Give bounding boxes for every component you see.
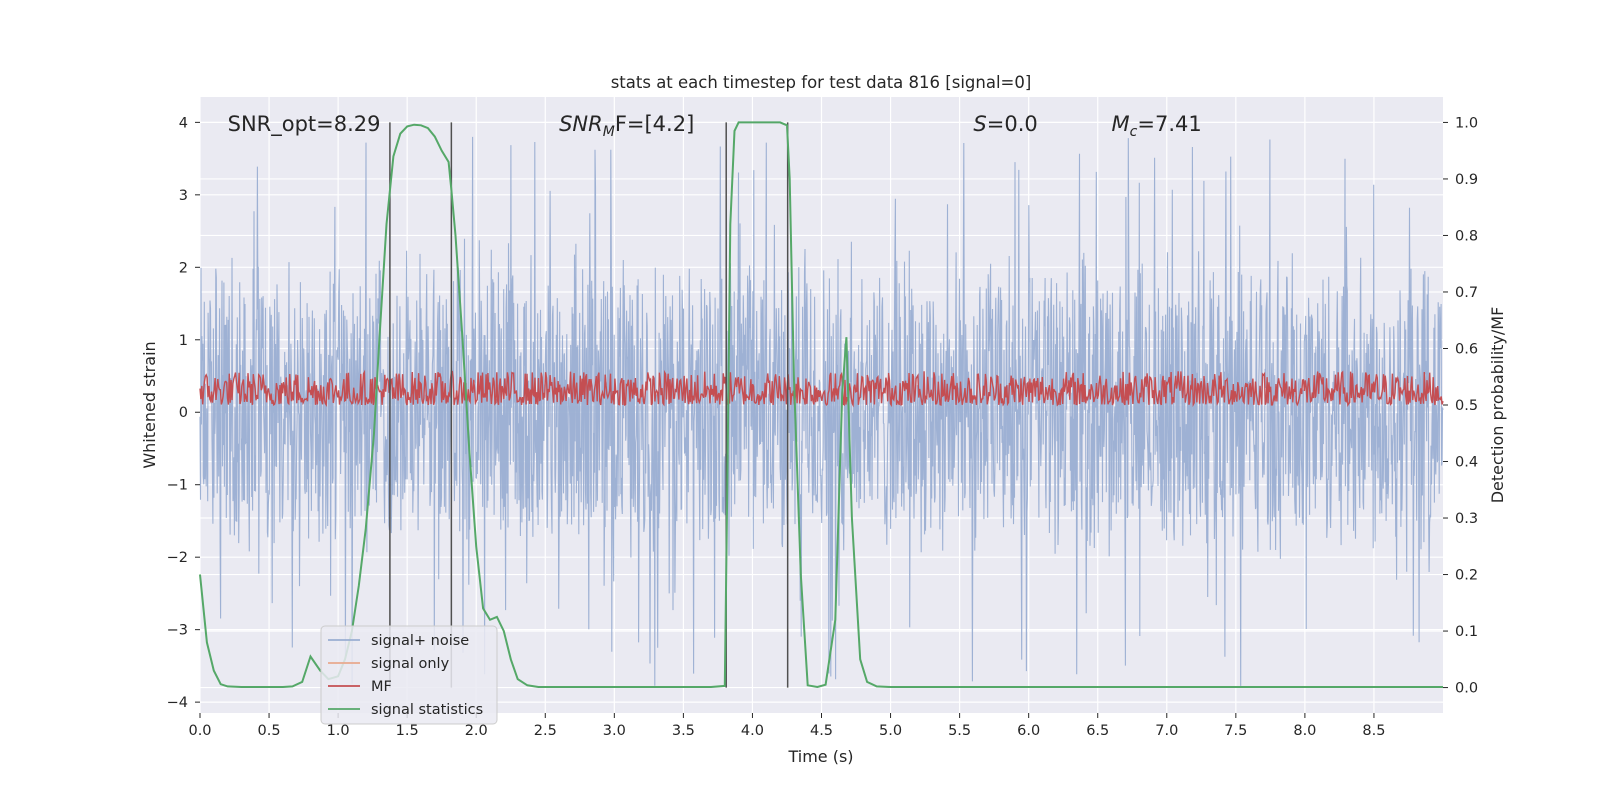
x-tick-label: 8.0: [1293, 723, 1316, 739]
y-left-tick-label: 1: [179, 333, 188, 349]
y-right-tick-label: 0.6: [1455, 341, 1478, 357]
y-left-tick-label: −4: [167, 695, 188, 711]
y-axis-right-ticks: 1.0 0.9 0.8 0.7 0.6 0.5 0.4 0.3 0.2 0.1 0.0: [1443, 115, 1478, 697]
x-tick-label: 5.5: [948, 723, 971, 739]
legend-mf-label: MF: [371, 679, 392, 695]
y-right-tick-label: 0.1: [1455, 624, 1478, 640]
y-left-tick-label: −3: [167, 623, 188, 639]
y-right-tick-label: 0.5: [1455, 398, 1478, 414]
legend-noise-label: signal+ noise: [371, 633, 469, 649]
chart-title: stats at each timestep for test data 816…: [611, 73, 1032, 92]
y-axis-left-ticks: 4 3 2 1 0 −1 −2 −3 −4: [167, 115, 200, 711]
x-tick-label: 4.5: [810, 723, 833, 739]
y-right-tick-label: 0.3: [1455, 511, 1478, 527]
x-tick-label: 3.0: [603, 723, 626, 739]
annotation-3: S=0.0: [973, 112, 1037, 136]
x-tick-label: 5.0: [879, 723, 902, 739]
x-tick-label: 8.5: [1362, 723, 1385, 739]
y-left-tick-label: −1: [167, 478, 188, 494]
y-left-tick-label: 4: [179, 115, 188, 131]
x-tick-label: 2.0: [465, 723, 488, 739]
legend: signal+ noise signal only MF signal stat…: [320, 625, 498, 725]
x-tick-label: 6.5: [1086, 723, 1109, 739]
x-tick-label: 0.5: [258, 723, 281, 739]
x-tick-label: 1.5: [396, 723, 419, 739]
annotations: SNR_opt=8.29 SNRMF=[4.2] S=0.0 Mc=7.41: [228, 112, 1202, 140]
annotation-2: SNRMF=[4.2]: [559, 112, 694, 140]
mf-series: [199, 369, 1444, 408]
legend-signal-only-label: signal only: [371, 656, 450, 672]
y-left-tick-label: 2: [179, 260, 188, 276]
annotation-4: Mc=7.41: [1112, 112, 1202, 140]
legend-box: [320, 625, 498, 725]
x-tick-label: 1.0: [327, 723, 350, 739]
noise-line: [199, 136, 1444, 686]
x-tick-label: 6.0: [1017, 723, 1040, 739]
y-axis-right-label: Detection probability/MF: [1488, 307, 1507, 504]
mf-line: [199, 369, 1444, 408]
y-right-tick-label: 1.0: [1455, 115, 1478, 131]
x-axis-label: Time (s): [787, 747, 853, 766]
legend-stats-label: signal statistics: [371, 702, 483, 718]
y-axis-left-label: Whitened strain: [140, 341, 159, 468]
y-right-tick-label: 0.4: [1455, 455, 1478, 471]
annotation-1: SNR_opt=8.29: [228, 112, 381, 137]
y-left-tick-label: 3: [179, 188, 188, 204]
noise-series: [199, 136, 1444, 686]
x-tick-label: 7.5: [1224, 723, 1247, 739]
y-right-tick-label: 0.7: [1455, 285, 1478, 301]
y-left-tick-label: −2: [167, 550, 188, 566]
x-tick-label: 2.5: [534, 723, 557, 739]
y-right-tick-label: 0.9: [1455, 172, 1478, 188]
grid: [199, 97, 1443, 713]
x-tick-label: 0.0: [188, 723, 211, 739]
x-axis-ticks: 0.0 0.5 1.0 1.5 2.0 2.5 3.0 3.5 4.0 4.5 5.0 5.5 6.0 6…: [188, 713, 1385, 739]
x-tick-label: 4.0: [741, 723, 764, 739]
y-right-tick-label: 0.8: [1455, 228, 1478, 244]
y-right-tick-label: 0.2: [1455, 568, 1478, 584]
y-right-tick-label: 0.0: [1455, 681, 1478, 697]
x-tick-label: 7.0: [1155, 723, 1178, 739]
y-left-tick-label: 0: [179, 405, 188, 421]
x-tick-label: 3.5: [672, 723, 695, 739]
